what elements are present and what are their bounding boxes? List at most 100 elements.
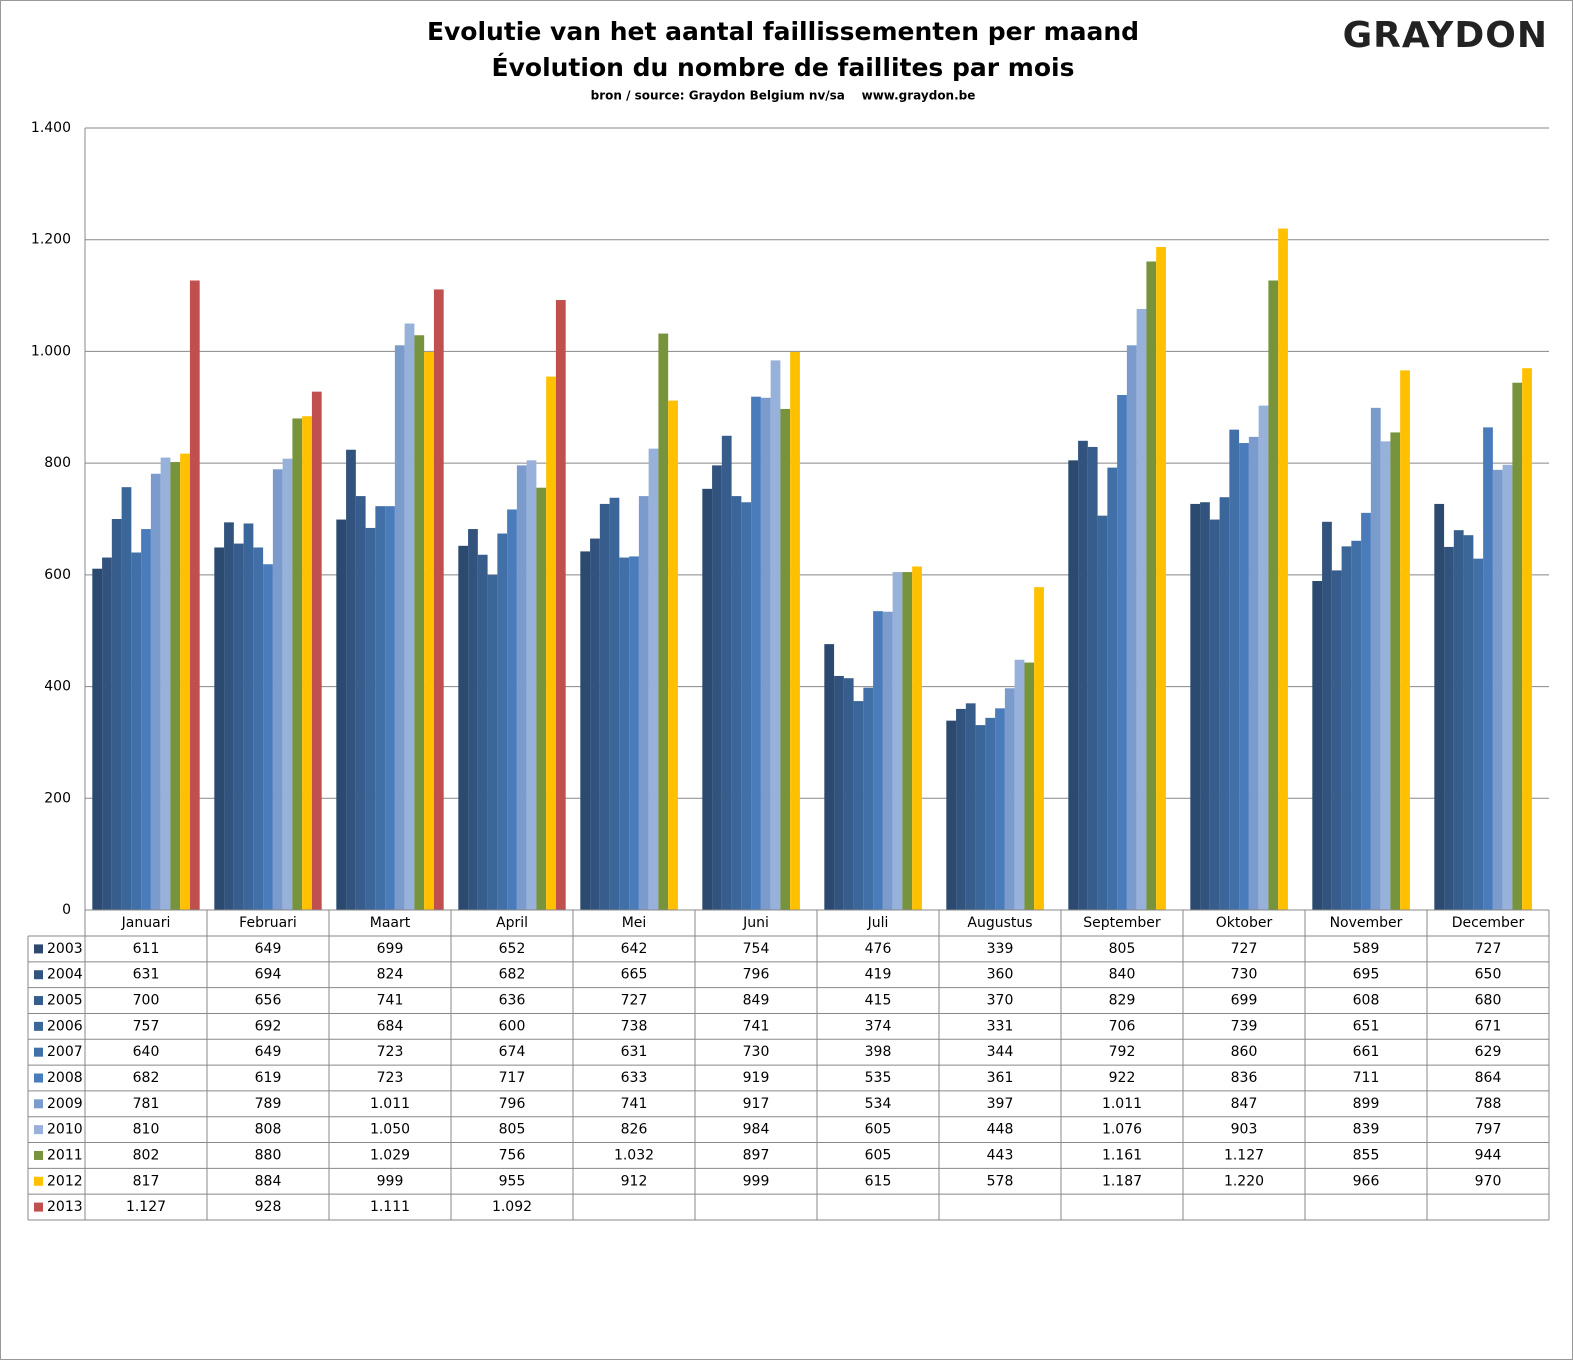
bar [414,335,425,911]
table-cell: 650 [1475,967,1502,983]
bar [760,397,771,910]
table-cell: 897 [743,1147,770,1163]
bar [1483,427,1493,910]
bar [956,708,966,910]
table-cell: 699 [1231,993,1258,1009]
bar [1278,228,1288,911]
bar [150,473,161,910]
table-cell: 741 [621,1096,648,1112]
bar [1453,530,1464,910]
table-cell: 899 [1353,1096,1380,1112]
bar [658,333,669,910]
bar [946,720,957,910]
bar [424,351,434,910]
table-cell: 797 [1475,1122,1502,1138]
table-cell: 1.187 [1102,1173,1142,1189]
table-cell: 999 [377,1173,404,1189]
legend-label: 2005 [47,993,83,1009]
bar [121,487,132,910]
x-tick-label: April [496,915,528,931]
bar [1097,515,1108,910]
table-cell: 629 [1475,1044,1502,1060]
table-cell: 1.127 [1224,1147,1264,1163]
table-cell: 1.011 [1102,1096,1142,1112]
bar [336,519,347,910]
table-cell: 694 [255,967,282,983]
bar [92,568,103,910]
bar [873,611,883,910]
bar [882,611,893,910]
table-cell: 649 [255,1044,282,1060]
bar [375,506,386,910]
chart-title: Evolutie van het aantal faillissementen … [427,17,1139,46]
bar [902,572,913,910]
bar [965,703,976,910]
table-cell: 738 [621,1018,648,1034]
table-cell: 1.076 [1102,1122,1142,1138]
table-cell: 706 [1109,1018,1136,1034]
table-cell: 739 [1231,1018,1258,1034]
legend-swatch [34,944,43,954]
x-tick-label: Augustus [967,915,1032,931]
bar [1380,441,1391,910]
bar [282,458,293,910]
table-cell: 374 [865,1018,892,1034]
table-cell: 829 [1109,993,1136,1009]
bar [741,502,752,910]
bar [1136,308,1147,910]
bar [546,376,556,910]
bar [751,396,761,910]
bar [487,574,498,910]
bar [892,572,903,910]
bar [609,497,620,910]
y-tick-label: 1.000 [31,343,71,359]
bar [1522,368,1532,911]
source: bron / source: Graydon Belgium nv/sa www… [591,89,976,103]
bar [1390,432,1401,910]
bar [1190,503,1201,910]
legend-swatch [34,1176,43,1186]
table-cell: 692 [255,1018,282,1034]
bar [1014,659,1025,910]
bar [180,453,190,910]
table-cell: 855 [1353,1147,1380,1163]
bar [1444,546,1454,910]
y-tick-label: 400 [44,679,71,695]
table-cell: 717 [499,1070,526,1086]
table-cell: 928 [255,1199,282,1215]
table-cell: 741 [377,993,404,1009]
bar [702,488,713,910]
legend-label: 2006 [47,1018,83,1034]
bar [1219,497,1230,910]
bar [507,509,517,910]
bar [477,554,488,910]
table-cell: 788 [1475,1096,1502,1112]
bar [780,408,791,910]
table-cell: 860 [1231,1044,1258,1060]
table-cell: 864 [1475,1070,1502,1086]
bar [1078,440,1088,910]
table-cell: 699 [377,941,404,957]
bar [555,300,566,910]
bar [1492,469,1503,910]
bar [394,345,405,910]
bar [102,557,112,910]
logo: GRAYDON [1343,15,1548,56]
table-cell: 756 [499,1147,526,1163]
table-cell: 754 [743,941,770,957]
table-cell: 880 [255,1147,282,1163]
bar [1312,581,1323,910]
bar [843,678,854,910]
bar [355,496,366,910]
table-cell: 674 [499,1044,526,1060]
table-cell: 824 [377,967,404,983]
bar [365,527,376,910]
chart-subtitle: Évolution du nombre de faillites par moi… [492,53,1075,82]
table-cell: 741 [743,1018,770,1034]
table-cell: 999 [743,1173,770,1189]
table-cell: 1.220 [1224,1173,1264,1189]
bar [1107,467,1118,910]
table-cell: 849 [743,993,770,1009]
bar [712,465,722,910]
table-cell: 792 [1109,1044,1136,1060]
